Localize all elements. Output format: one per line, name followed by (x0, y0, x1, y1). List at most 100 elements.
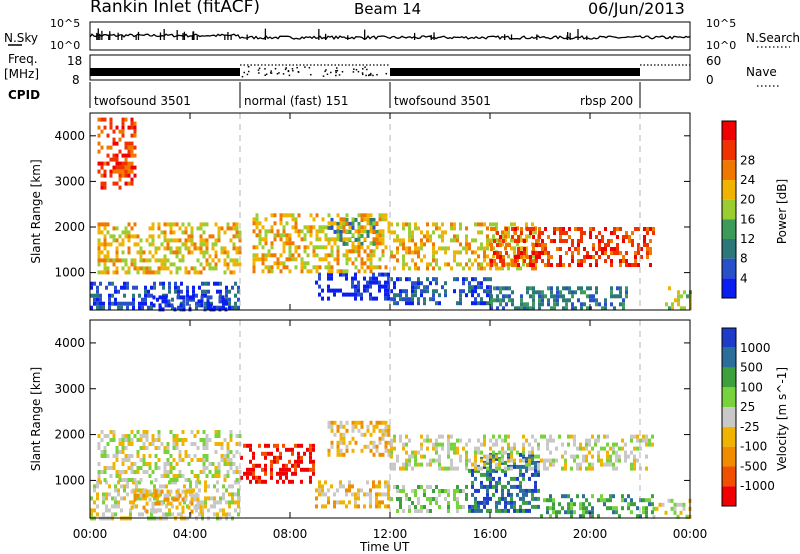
power-cell (532, 306, 535, 311)
power-cell (124, 153, 128, 158)
power-cell (514, 263, 517, 267)
power-colorbar-tick: 4 (740, 271, 748, 285)
power-cell (378, 288, 381, 293)
power-cell (148, 242, 152, 247)
velocity-cell (270, 451, 273, 456)
power-cell (643, 227, 646, 231)
power-cell (450, 266, 453, 271)
power-cell (312, 253, 316, 258)
freq-dot (269, 72, 272, 74)
velocity-cell (330, 428, 334, 433)
velocity-cell (381, 452, 385, 457)
power-cell (106, 161, 110, 166)
velocity-cell (213, 496, 216, 501)
power-cell (181, 222, 185, 227)
velocity-cell (582, 454, 585, 459)
power-cell (235, 250, 239, 255)
velocity-cell (459, 438, 462, 443)
power-cell (514, 227, 517, 231)
freq-dot (355, 68, 358, 71)
power-cell (366, 284, 369, 289)
velocity-cell (519, 458, 522, 463)
power-cell (318, 245, 322, 250)
velocity-cell (501, 492, 504, 497)
velocity-cell (342, 500, 345, 505)
power-cell (378, 284, 381, 289)
velocity-cell (474, 496, 477, 501)
power-cell (187, 222, 191, 227)
velocity-cell (501, 454, 504, 459)
power-cell (474, 297, 477, 302)
power-cell (619, 263, 622, 267)
freq-dot (330, 71, 332, 74)
velocity-cell (477, 488, 480, 493)
power-cell (381, 229, 385, 234)
nave-tick-bottom: 0 (706, 73, 714, 87)
power-cell (619, 290, 622, 295)
power-cell (468, 258, 471, 263)
power-cell (438, 301, 441, 306)
power-cell (351, 292, 354, 297)
power-cell (649, 247, 652, 251)
velocity-cell (585, 510, 588, 515)
velocity-cell (510, 500, 513, 505)
velocity-cell (399, 501, 402, 505)
velocity-cell (93, 508, 96, 513)
velocity-cell (519, 472, 522, 477)
power-cell (547, 298, 550, 303)
power-cell (99, 297, 102, 302)
velocity-cell (123, 488, 126, 493)
power-cell (520, 302, 523, 307)
power-cell (330, 288, 333, 293)
velocity-cell (216, 512, 219, 517)
power-cell (390, 250, 393, 255)
velocity-cell (198, 480, 201, 485)
power-cell (139, 246, 143, 251)
power-cell (595, 298, 598, 303)
velocity-cell (330, 440, 334, 445)
power-cell (550, 255, 553, 259)
velocity-cell (504, 466, 507, 471)
velocity-cell (184, 489, 188, 494)
power-cell (502, 239, 505, 243)
power-cell (408, 301, 411, 306)
velocity-cell (207, 496, 210, 501)
velocity-cell (447, 450, 450, 455)
velocity-cell (396, 497, 399, 501)
velocity-cell (136, 430, 140, 434)
power-cell (532, 251, 535, 255)
power-cell (423, 289, 426, 294)
power-cell (327, 225, 331, 230)
velocity-cell (279, 455, 282, 460)
velocity-cell (414, 462, 417, 467)
velocity-cell (498, 496, 501, 501)
velocity-cell (676, 514, 680, 519)
velocity-cell (187, 489, 191, 494)
power-cell (115, 157, 119, 162)
power-cell (432, 258, 435, 263)
power-cell (387, 284, 390, 289)
velocity-cell (348, 484, 351, 489)
velocity-cell (378, 440, 382, 445)
velocity-cell (205, 438, 209, 442)
power-cell (127, 125, 131, 130)
velocity-cell (477, 450, 480, 455)
velocity-cell (354, 440, 358, 445)
power-cell (336, 249, 340, 254)
power-cell (121, 230, 125, 235)
velocity-cell (504, 434, 507, 439)
nsky-trace (89, 28, 691, 40)
velocity-cell (414, 458, 417, 463)
power-cell (435, 301, 438, 306)
power-cell (348, 229, 352, 234)
velocity-colorbar-tick: -25 (740, 420, 760, 434)
velocity-cell (99, 480, 102, 485)
power-cell (586, 286, 589, 291)
power-cell (686, 294, 689, 299)
power-cell (592, 294, 595, 299)
velocity-cell (219, 508, 222, 513)
power-cell (97, 169, 101, 174)
power-cell (402, 242, 405, 247)
power-cell (164, 295, 168, 300)
velocity-cell (237, 500, 240, 505)
